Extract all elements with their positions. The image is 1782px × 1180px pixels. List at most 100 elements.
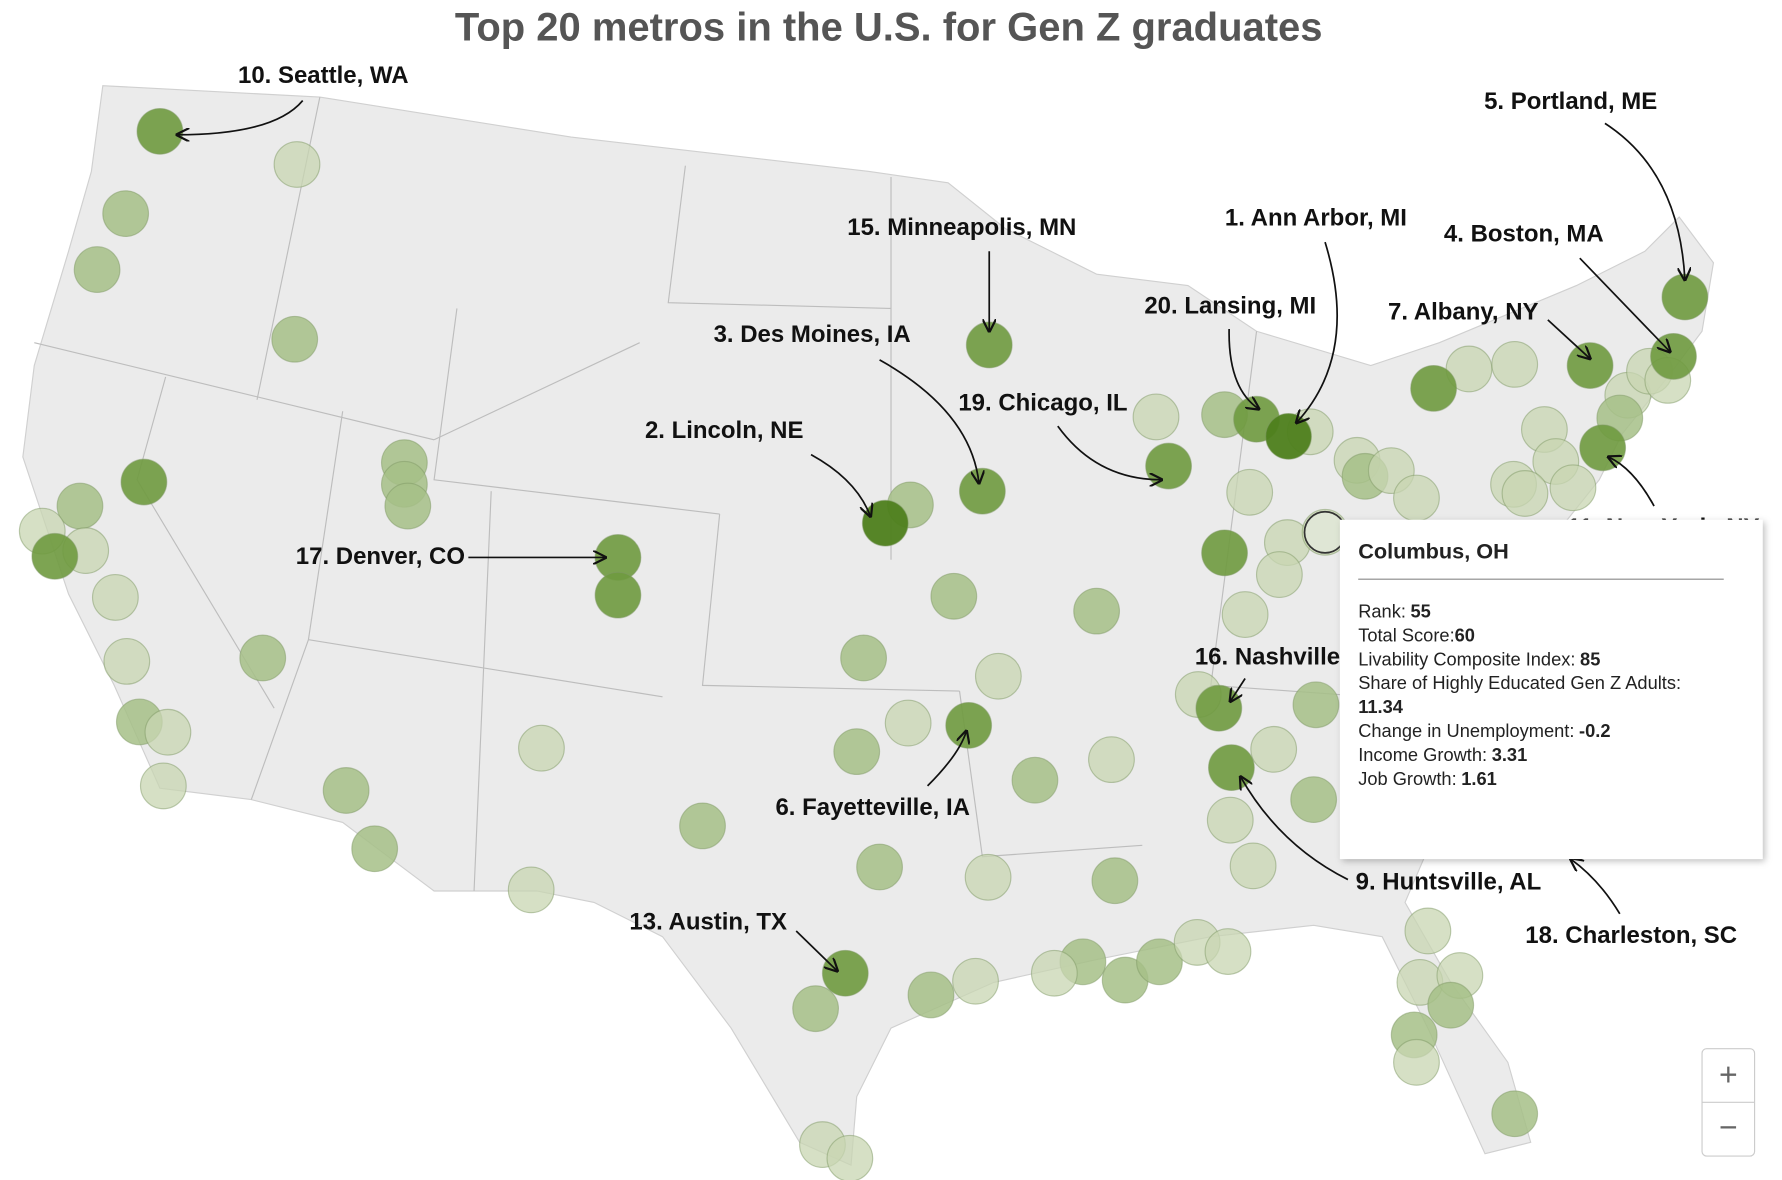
- tooltip-row: Rank: 55: [1358, 600, 1431, 621]
- metro-dot: [1204, 928, 1252, 975]
- annotation-label: 5. Portland, ME: [1484, 88, 1657, 115]
- tooltip-label: Share of Highly Educated Gen Z Adults:: [1358, 672, 1681, 693]
- metro-dot: [1229, 842, 1277, 890]
- metro-dot: [91, 574, 139, 621]
- metro-dot: [1132, 393, 1180, 441]
- metro-dot: [826, 1134, 874, 1180]
- annotation-arrow: [1241, 777, 1349, 881]
- metro-dot: [31, 532, 79, 580]
- tooltip: Columbus, OH Rank: 55 Total Score:60 Livabi…: [1339, 519, 1763, 860]
- metro-dot: [1207, 744, 1255, 792]
- metro-dot: [1393, 1038, 1440, 1086]
- annotation-label: 7. Albany, NY: [1388, 298, 1539, 325]
- tooltip-row: Livability Composite Index: 85: [1358, 648, 1600, 669]
- annotation-label: 1. Ann Arbor, MI: [1225, 205, 1407, 232]
- annotation-label: 20. Lansing, MI: [1144, 293, 1316, 320]
- tooltip-value: 11.34: [1358, 696, 1404, 717]
- tooltip-label: Income Growth:: [1358, 744, 1487, 765]
- annotation-label: 2. Lincoln, NE: [645, 417, 803, 444]
- annotation-label: 3. Des Moines, IA: [714, 321, 911, 348]
- annotation-arrow: [810, 453, 870, 517]
- annotation-label: 4. Boston, MA: [1444, 221, 1604, 248]
- hovered-dot: [1303, 510, 1347, 554]
- metro-dot: [1410, 364, 1458, 412]
- metro-dot: [73, 246, 121, 294]
- metro-dot: [1292, 681, 1340, 729]
- annotation-arrow: [1579, 257, 1670, 352]
- metro-dot: [518, 724, 565, 772]
- metro-dot: [351, 825, 399, 873]
- metro-dot: [1501, 470, 1549, 517]
- metro-dot: [594, 571, 642, 619]
- annotation-label: 17. Denver, CO: [296, 543, 465, 570]
- metro-dot: [1091, 857, 1139, 905]
- metro-dot: [103, 637, 151, 685]
- zoom-out[interactable]: −: [1719, 1109, 1738, 1145]
- metro-dot: [1206, 796, 1254, 844]
- metro-dot: [964, 853, 1012, 901]
- tooltip-value: 1.61: [1461, 768, 1497, 789]
- annotation-label: 19. Chicago, IL: [958, 390, 1127, 417]
- annotation-arrow: [1547, 319, 1590, 359]
- metro-dot: [679, 802, 726, 850]
- metro-dot: [856, 843, 903, 891]
- metro-dot: [1290, 776, 1338, 824]
- metro-dot: [1661, 273, 1709, 321]
- tooltip-row: Share of Highly Educated Gen Z Adults: 11…: [1358, 672, 1681, 717]
- metro-dot: [1221, 591, 1269, 638]
- tooltip-value: -0.2: [1579, 720, 1610, 741]
- tooltip-label: Livability Composite Index:: [1358, 648, 1575, 669]
- metro-dot: [273, 141, 321, 188]
- metro-dot: [1404, 907, 1452, 955]
- annotation-arrow: [879, 359, 979, 483]
- metro-dot: [120, 458, 168, 506]
- metro-dot: [1088, 736, 1135, 784]
- metro-dot: [239, 634, 287, 682]
- tooltip-label: Total Score:: [1358, 624, 1454, 645]
- zoom-control: + −: [1701, 1048, 1756, 1157]
- metro-dot: [384, 482, 432, 530]
- metro-dot: [1393, 474, 1440, 522]
- annotation-label: 13. Austin, TX: [629, 908, 787, 935]
- metro-dot: [1265, 412, 1312, 460]
- metro-dot: [56, 482, 104, 530]
- metro-dot: [821, 949, 869, 997]
- metro-dot: [958, 467, 1006, 515]
- annotation-arrow: [795, 930, 837, 971]
- metro-dot: [840, 634, 888, 682]
- metro-dot: [1145, 442, 1192, 490]
- metro-dot: [1427, 981, 1475, 1029]
- annotation-label: 9. Huntsville, AL: [1356, 868, 1542, 895]
- tooltip-label: Rank:: [1358, 600, 1406, 621]
- tooltip-row: Change in Unemployment: -0.2: [1358, 720, 1610, 741]
- metro-dot: [1549, 464, 1597, 512]
- tooltip-row: Total Score:60: [1358, 624, 1475, 645]
- tooltip-box: [1339, 519, 1763, 860]
- annotation-label: 10. Seattle, WA: [238, 62, 409, 89]
- metro-dot: [884, 699, 932, 747]
- zoom-in[interactable]: +: [1719, 1057, 1738, 1093]
- metro-dot: [792, 985, 840, 1033]
- metro-dot: [930, 572, 978, 620]
- metro-dot: [136, 107, 184, 155]
- metro-dot: [1073, 587, 1121, 635]
- map-title: Top 20 metros in the U.S. for Gen Z grad…: [455, 5, 1323, 49]
- tooltip-title: Columbus, OH: [1358, 539, 1509, 564]
- annotation-arrow: [1230, 678, 1246, 702]
- metro-dot: [1136, 938, 1183, 986]
- metro-dot: [1250, 725, 1298, 773]
- metro-dot: [1491, 1090, 1539, 1138]
- metro-dot: [1255, 551, 1303, 598]
- annotation-label: 15. Minneapolis, MN: [847, 214, 1076, 241]
- tooltip-row: Job Growth: 1.61: [1358, 768, 1497, 789]
- annotation-arrow: [1571, 859, 1621, 915]
- tooltip-value: 55: [1410, 600, 1430, 621]
- metro-dot: [833, 728, 881, 776]
- annotation-arrow: [177, 99, 304, 135]
- tooltip-value: 3.31: [1492, 744, 1528, 765]
- tooltip-label: Job Growth:: [1358, 768, 1456, 789]
- annotation-arrow: [1228, 328, 1259, 409]
- metro-dot: [974, 652, 1022, 700]
- metro-dot: [1566, 342, 1614, 389]
- metro-dot: [507, 866, 555, 914]
